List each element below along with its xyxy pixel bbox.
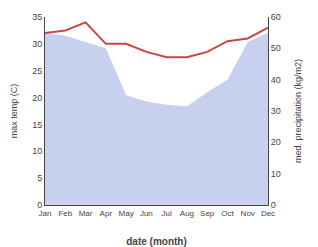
svg-text:30: 30: [32, 39, 42, 49]
svg-text:50: 50: [271, 43, 281, 53]
svg-text:Jan: Jan: [39, 209, 52, 218]
svg-text:Nov: Nov: [241, 209, 255, 218]
svg-text:5: 5: [37, 173, 42, 183]
svg-text:40: 40: [271, 75, 281, 85]
svg-text:35: 35: [32, 12, 42, 22]
svg-text:20: 20: [271, 137, 281, 147]
svg-text:25: 25: [32, 66, 42, 76]
svg-text:20: 20: [32, 93, 42, 103]
svg-text:10: 10: [32, 146, 42, 156]
svg-text:Aug: Aug: [180, 209, 194, 218]
svg-text:date (month): date (month): [126, 236, 187, 247]
svg-text:30: 30: [271, 106, 281, 116]
svg-text:Apr: Apr: [100, 209, 113, 218]
svg-text:Oct: Oct: [221, 209, 234, 218]
svg-text:10: 10: [271, 169, 281, 179]
svg-text:60: 60: [271, 12, 281, 22]
svg-text:max temp (C): max temp (C): [9, 84, 19, 139]
svg-text:0: 0: [271, 200, 276, 210]
svg-text:Jun: Jun: [140, 209, 153, 218]
svg-text:Jul: Jul: [162, 209, 172, 218]
svg-text:Mar: Mar: [79, 209, 93, 218]
svg-text:med. precipitation (kg/m2): med. precipitation (kg/m2): [293, 59, 303, 163]
svg-text:May: May: [119, 209, 134, 218]
svg-text:15: 15: [32, 120, 42, 130]
svg-text:0: 0: [37, 200, 42, 210]
svg-text:Sep: Sep: [200, 209, 215, 218]
svg-text:Feb: Feb: [58, 209, 72, 218]
svg-text:Dec: Dec: [261, 209, 275, 218]
